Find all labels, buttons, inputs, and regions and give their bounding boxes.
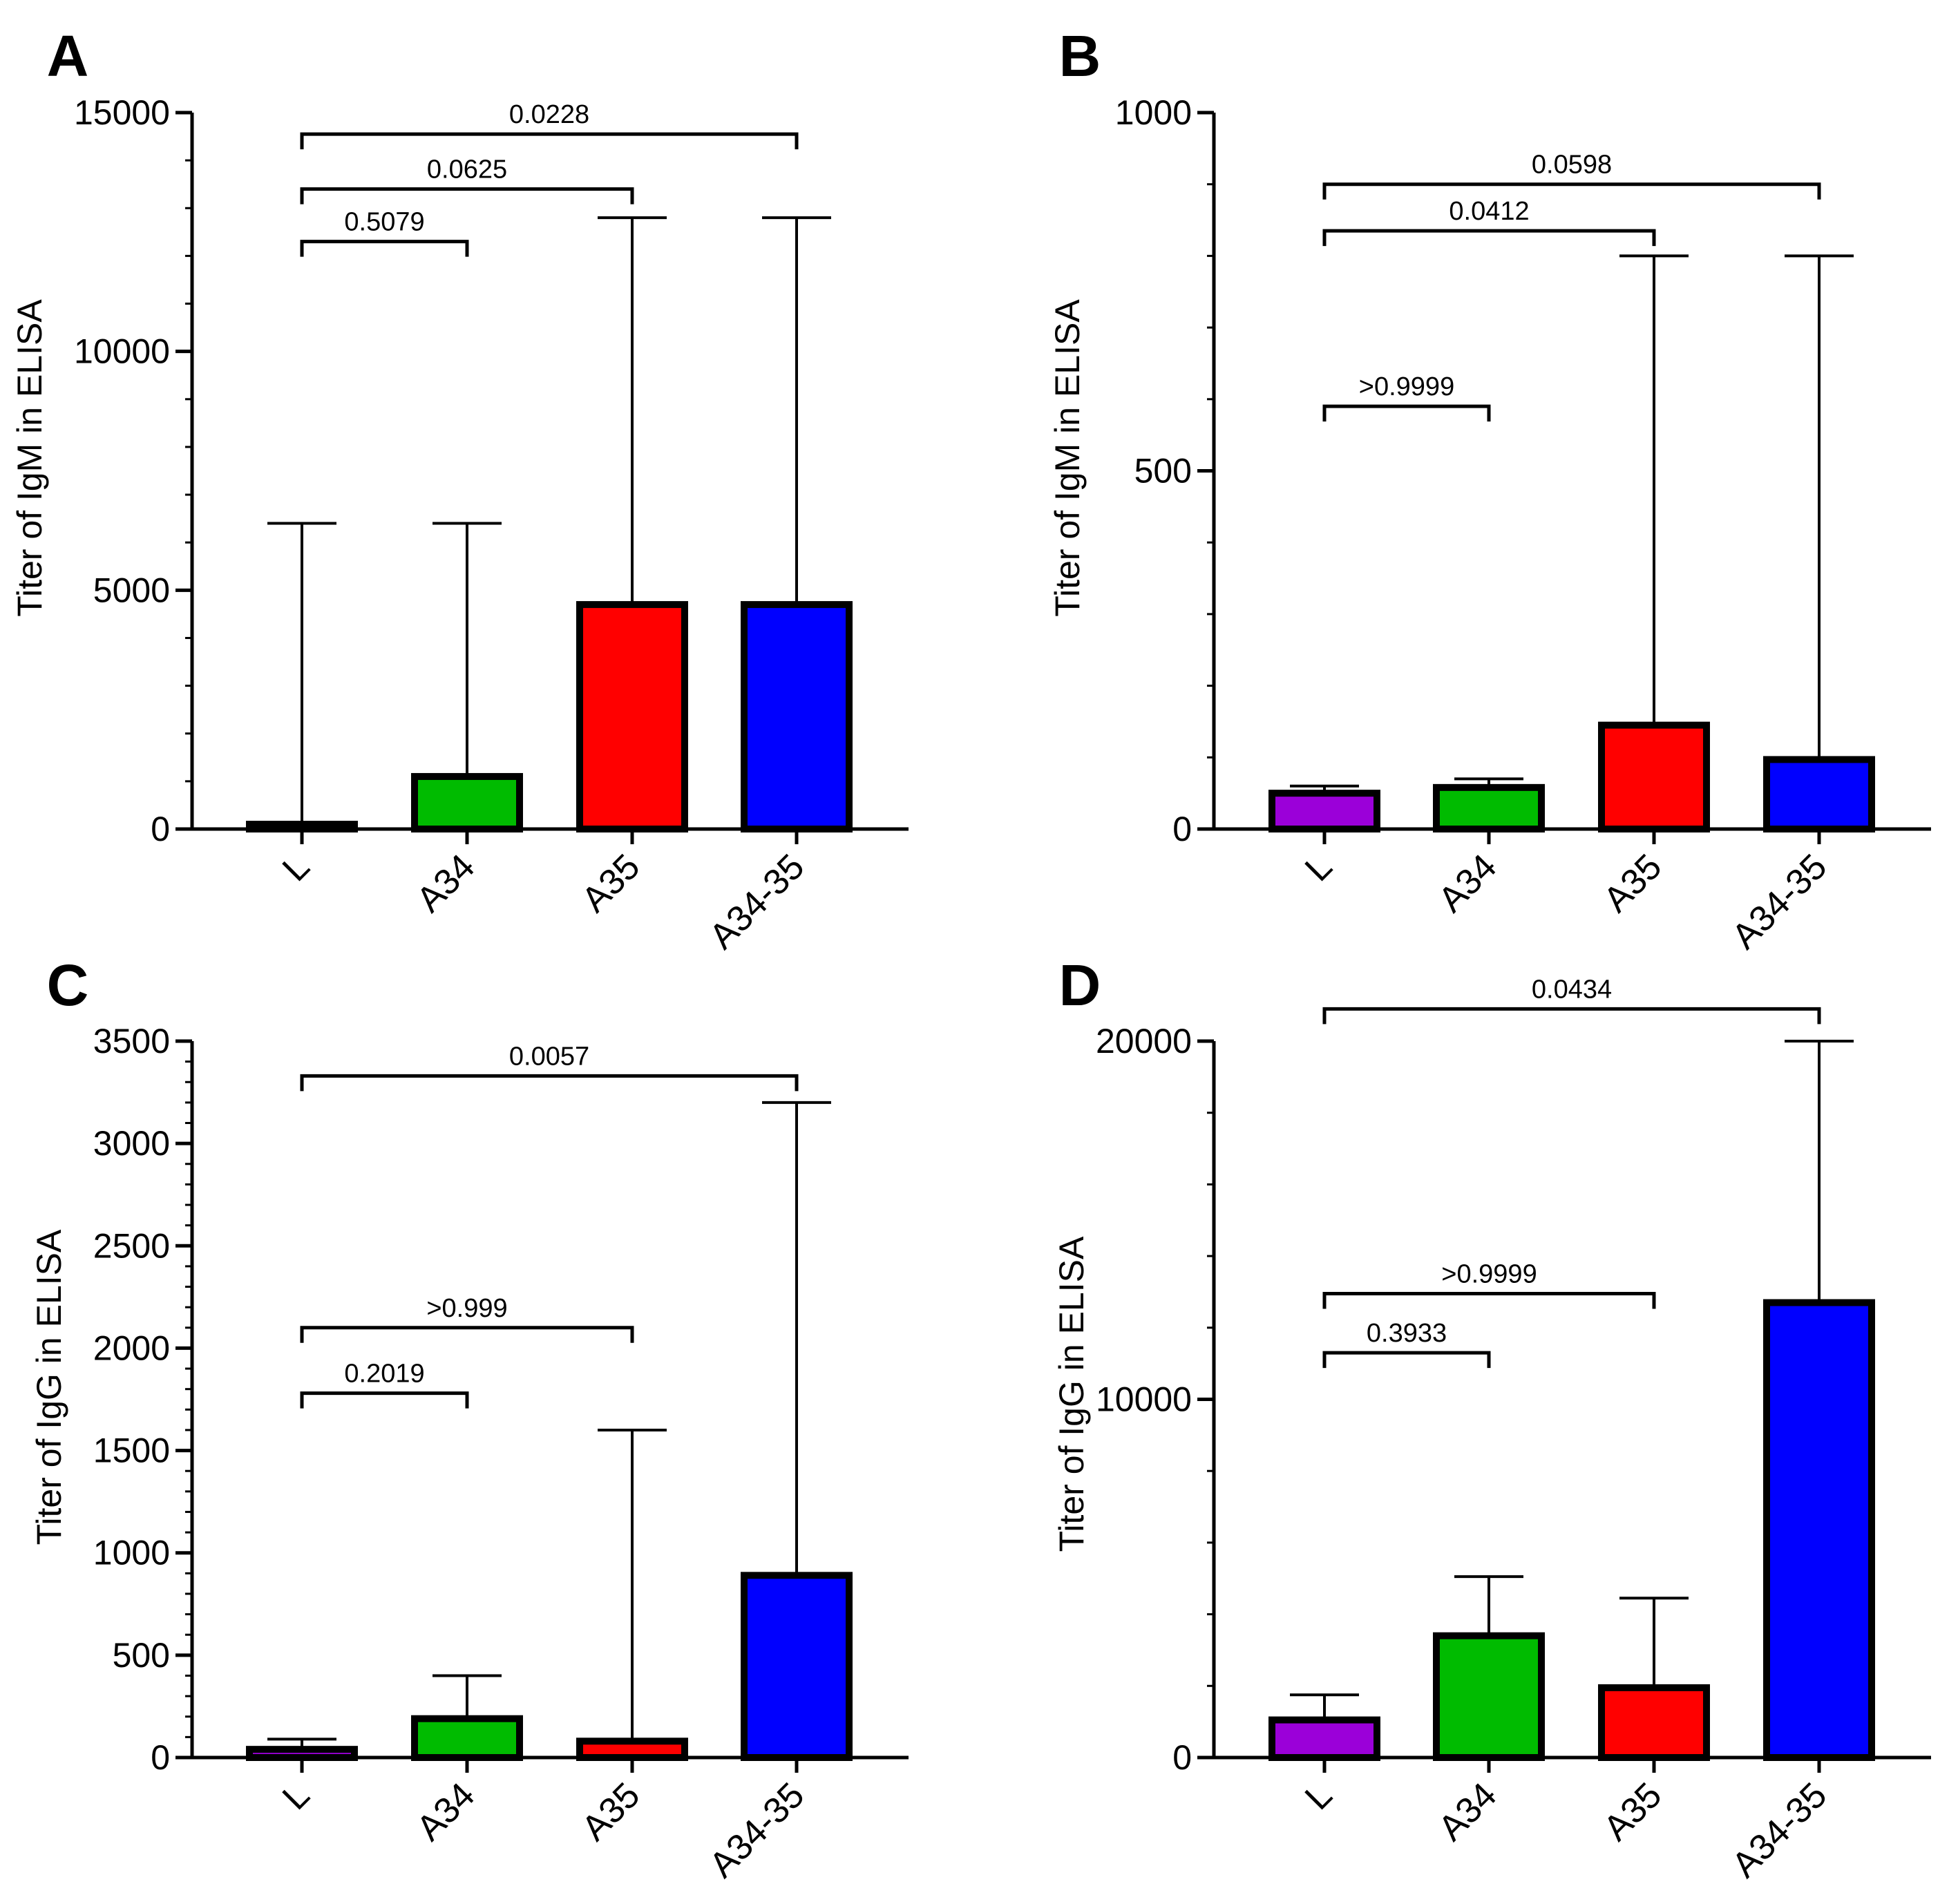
y-tick-label: 1500 [93, 1431, 170, 1470]
x-tick-label: L [1298, 846, 1340, 888]
significance-bracket [300, 240, 469, 257]
y-tick-label: 0 [1172, 810, 1192, 848]
panel-a: A 0 5000 10000 15000 Titer of IgM in ELISA L A3… [10, 23, 909, 957]
significance-bracket [300, 1326, 634, 1343]
y-tick-label: 1000 [93, 1534, 170, 1572]
bar-a35 [576, 601, 688, 832]
significance-bracket [300, 1074, 799, 1092]
y-axis-label: Titer of IgM in ELISA [10, 299, 49, 617]
p-value-label: 0.0057 [509, 1042, 589, 1071]
p-value-label: 0.0434 [1532, 975, 1612, 1004]
significance-bracket [1322, 404, 1491, 422]
y-tick-label: 500 [1134, 452, 1192, 491]
x-tick-label: A34-35 [1724, 1775, 1835, 1885]
y-axis-label: Titer of IgM in ELISA [1048, 299, 1087, 617]
bar-a35 [1598, 721, 1710, 833]
y-tick-label: 10000 [74, 332, 170, 371]
x-tick-label: A35 [1596, 1775, 1669, 1848]
x-tick-label: L [275, 1775, 317, 1817]
y-tick-label: 500 [113, 1636, 170, 1675]
panel-letter: C [47, 953, 89, 1018]
y-tick-label: 2500 [93, 1226, 170, 1265]
x-tick-label: A35 [1596, 846, 1669, 920]
y-tick-label: 1000 [1115, 93, 1192, 132]
panel-letter: A [47, 23, 89, 88]
y-axis-label: Titer of IgG in ELISA [30, 1229, 68, 1545]
p-value-label: 0.2019 [344, 1360, 424, 1389]
p-value-label: 0.0228 [509, 100, 589, 129]
bar-a34-35 [741, 601, 853, 832]
y-tick-label: 5000 [93, 571, 170, 609]
panel-d: D 0 10000 20000 Titer of IgG in ELISA L A34 A35… [1052, 953, 1931, 1885]
bar-l [1268, 790, 1380, 833]
bar-a34 [411, 1715, 523, 1762]
significance-bracket [1322, 1007, 1821, 1025]
y-tick-label: 3500 [93, 1022, 170, 1060]
panel-b: B 0 500 1000 Titer of IgM in ELISA L A34 A35 A34… [1048, 23, 1931, 957]
y-tick-label: 2000 [93, 1329, 170, 1367]
y-tick-label: 10000 [1096, 1380, 1192, 1419]
x-tick-label: A34 [1431, 1775, 1504, 1848]
significance-bracket [300, 1391, 469, 1409]
panel-letter: B [1059, 23, 1101, 88]
p-value-label: 0.0625 [427, 155, 507, 184]
y-tick-label: 15000 [74, 93, 170, 132]
p-value-label: 0.3933 [1367, 1319, 1447, 1348]
bar-a35 [1598, 1684, 1710, 1762]
bar-a34-35 [1763, 1299, 1875, 1761]
panel-c: C 0 500 1000 1500 2000 2500 3000 3500 Titer of Ig… [30, 953, 909, 1885]
bar-l [246, 821, 358, 833]
significance-bracket [1322, 182, 1821, 200]
p-value-label: >0.999 [426, 1294, 507, 1323]
x-tick-label: L [1298, 1775, 1340, 1817]
x-tick-label: A34 [409, 1775, 482, 1848]
panel-letter: D [1059, 953, 1101, 1018]
significance-bracket [1322, 229, 1656, 247]
x-tick-label: A34-35 [702, 846, 812, 957]
x-tick-label: A34-35 [1724, 846, 1835, 957]
p-value-label: >0.9999 [1359, 372, 1454, 401]
x-tick-label: A35 [574, 1775, 647, 1848]
bar-a34-35 [741, 1572, 853, 1761]
x-tick-label: A35 [574, 846, 647, 920]
bar-a34 [411, 772, 523, 833]
x-tick-label: A34-35 [702, 1775, 812, 1885]
y-tick-label: 3000 [93, 1124, 170, 1163]
x-tick-label: A34 [409, 846, 482, 920]
bar-a34-35 [1763, 756, 1875, 833]
p-value-label: 0.0598 [1532, 151, 1612, 180]
p-value-label: 0.5079 [344, 208, 424, 237]
significance-bracket [300, 187, 634, 204]
bar-a34 [1433, 783, 1545, 833]
x-tick-label: A34 [1431, 846, 1504, 920]
significance-bracket [1322, 1351, 1491, 1369]
p-value-label: 0.0412 [1449, 197, 1529, 226]
y-axis-label: Titer of IgG in ELISA [1052, 1236, 1091, 1552]
y-tick-label: 0 [151, 810, 170, 848]
bar-a35 [576, 1738, 688, 1761]
p-value-label: >0.9999 [1441, 1260, 1537, 1289]
y-tick-label: 20000 [1096, 1022, 1192, 1060]
bar-a34 [1433, 1632, 1545, 1761]
y-tick-label: 0 [151, 1738, 170, 1777]
x-tick-label: L [275, 846, 317, 888]
y-tick-label: 0 [1172, 1738, 1192, 1777]
significance-bracket [1322, 1292, 1656, 1309]
bar-l [246, 1746, 358, 1762]
bar-l [1268, 1716, 1380, 1762]
significance-bracket [300, 132, 799, 150]
